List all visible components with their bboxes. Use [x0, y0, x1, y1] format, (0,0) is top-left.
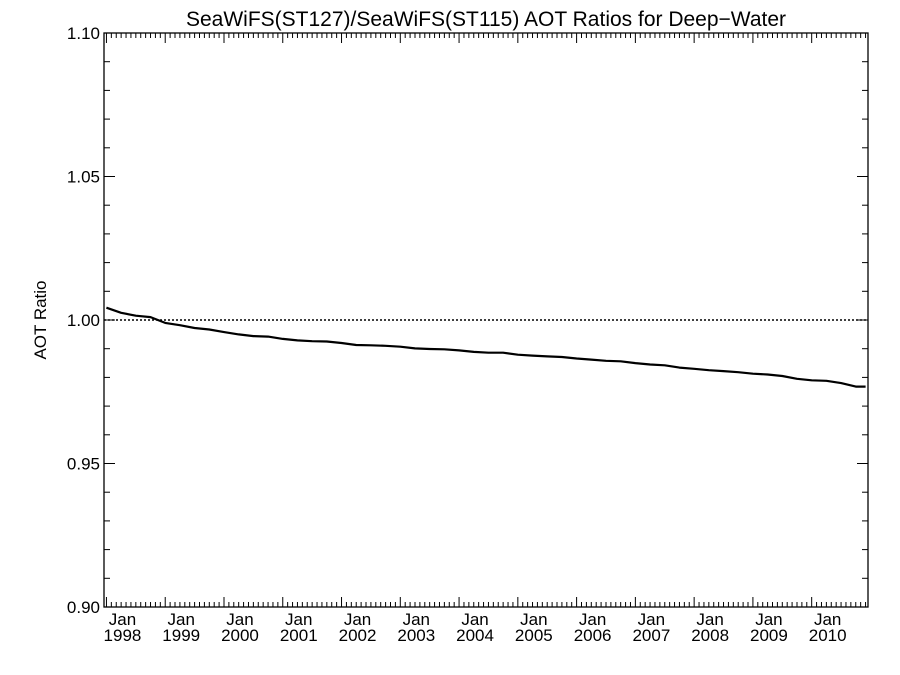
x-tick-year: 2003 — [397, 626, 435, 645]
y-tick-label: 0.90 — [67, 598, 100, 617]
x-tick-year: 2002 — [339, 626, 377, 645]
x-tick-year: 2001 — [280, 626, 318, 645]
x-tick-year: 1999 — [162, 626, 200, 645]
x-tick-month: Jan — [461, 610, 488, 629]
x-tick-labels: Jan1998Jan1999Jan2000Jan2001Jan2002Jan20… — [104, 610, 847, 645]
x-tick-year: 2007 — [632, 626, 670, 645]
x-tick-year: 2005 — [515, 626, 553, 645]
x-tick-month: Jan — [109, 610, 136, 629]
x-tick-month: Jan — [638, 610, 665, 629]
x-tick-year: 2000 — [221, 626, 259, 645]
y-tick-label: 1.05 — [67, 168, 100, 187]
x-tick-year: 2004 — [456, 626, 494, 645]
x-tick-year: 1998 — [104, 626, 142, 645]
y-axis-label: AOT Ratio — [31, 280, 50, 359]
x-tick-month: Jan — [344, 610, 371, 629]
x-tick-year: 2008 — [691, 626, 729, 645]
x-tick-year: 2010 — [809, 626, 847, 645]
y-tick-labels: 0.90 0.95 1.00 1.05 1.10 — [67, 24, 100, 617]
x-tick-month: Jan — [814, 610, 841, 629]
x-tick-month: Jan — [520, 610, 547, 629]
x-tick-year: 2009 — [750, 626, 788, 645]
chart-title: SeaWiFS(ST127)/SeaWiFS(ST115) AOT Ratios… — [186, 8, 786, 31]
x-tick-month: Jan — [696, 610, 723, 629]
x-tick-month: Jan — [403, 610, 430, 629]
x-tick-month: Jan — [226, 610, 253, 629]
x-tick-month: Jan — [755, 610, 782, 629]
y-tick-label: 0.95 — [67, 455, 100, 474]
x-tick-month: Jan — [285, 610, 312, 629]
y-tick-label: 1.10 — [67, 24, 100, 43]
x-tick-year: 2006 — [574, 626, 612, 645]
x-tick-month: Jan — [168, 610, 195, 629]
aot-ratio-series-line — [106, 306, 866, 388]
x-tick-month: Jan — [579, 610, 606, 629]
axis-ticks — [104, 32, 868, 608]
y-tick-label: 1.00 — [67, 311, 100, 330]
